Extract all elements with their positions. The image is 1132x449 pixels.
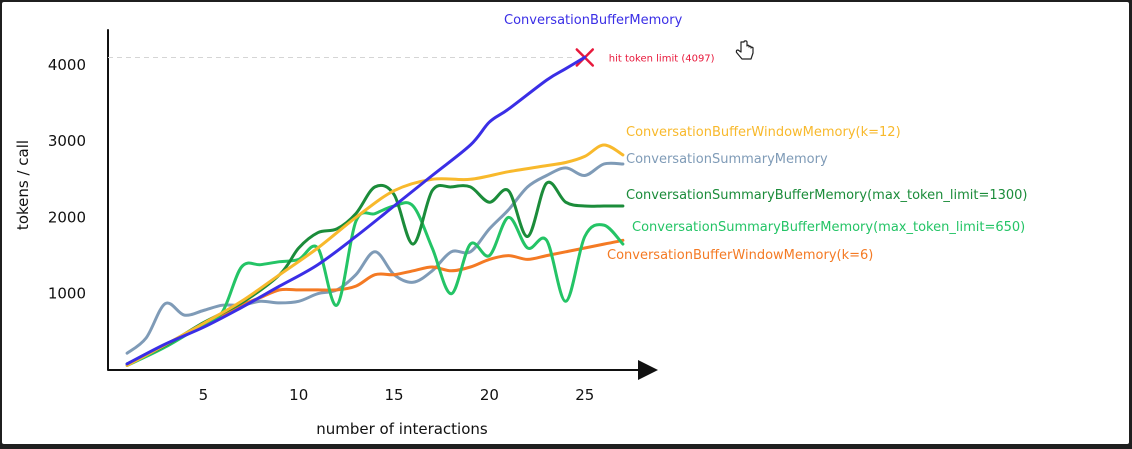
y-axis-label: tokens / call bbox=[14, 140, 32, 230]
series-label: ConversationSummaryBufferMemory(max_toke… bbox=[626, 188, 1028, 203]
series-line bbox=[125, 55, 587, 366]
series-line bbox=[125, 201, 625, 367]
x-tick-label: 5 bbox=[199, 386, 209, 404]
y-tick-label: 3000 bbox=[48, 132, 86, 150]
series-label: ConversationBufferWindowMemory(k=6) bbox=[607, 248, 873, 263]
series-line bbox=[125, 161, 625, 355]
series-lines bbox=[125, 55, 625, 367]
x-tick-label: 10 bbox=[289, 386, 308, 404]
x-tick-label: 25 bbox=[575, 386, 594, 404]
hand-cursor-icon bbox=[735, 40, 754, 60]
limit-label: hit token limit (4097) bbox=[609, 53, 715, 64]
series-label: ConversationSummaryMemory bbox=[626, 152, 828, 167]
x-axis-label: number of interactions bbox=[316, 420, 488, 438]
series-line bbox=[125, 180, 625, 366]
series-label: ConversationBufferWindowMemory(k=12) bbox=[626, 125, 901, 140]
series-label: ConversationBufferMemory bbox=[504, 13, 683, 28]
series-line bbox=[125, 143, 625, 367]
series-label: ConversationSummaryBufferMemory(max_toke… bbox=[632, 220, 1025, 235]
x-tick-label: 15 bbox=[385, 386, 404, 404]
y-tick-label: 1000 bbox=[48, 285, 86, 303]
y-tick-label: 4000 bbox=[48, 56, 86, 74]
tick-labels: 5 10 15 20 25 1000 2000 3000 4000 bbox=[48, 56, 595, 404]
token-limit-layer: hit token limit (4097) bbox=[108, 48, 715, 67]
y-tick-label: 2000 bbox=[48, 208, 86, 226]
series-labels: ConversationBufferMemory ConversationBuff… bbox=[504, 13, 1028, 263]
series-line bbox=[125, 238, 625, 367]
x-tick-label: 20 bbox=[480, 386, 499, 404]
